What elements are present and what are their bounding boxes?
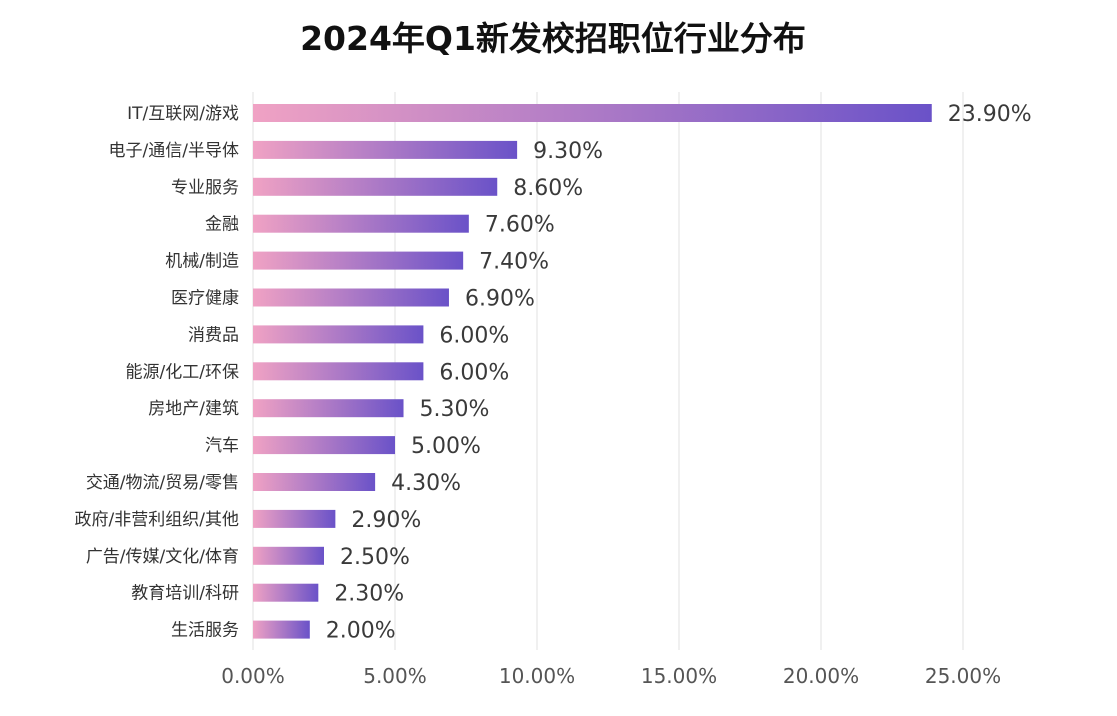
- bar: [253, 546, 324, 565]
- bar: [253, 509, 336, 528]
- category-label: 电子/通信/半导体: [109, 141, 239, 161]
- value-label: 6.90%: [465, 287, 535, 312]
- value-label: 2.90%: [351, 508, 421, 533]
- chart-title: 2024年Q1新发校招职位行业分布: [300, 19, 806, 58]
- value-label: 2.00%: [326, 619, 396, 644]
- bar: [253, 436, 395, 455]
- value-label: 2.50%: [340, 545, 410, 570]
- category-label: 医疗健康: [171, 289, 239, 309]
- bars: [253, 104, 932, 639]
- bar: [253, 399, 404, 418]
- value-label: 7.40%: [479, 250, 549, 275]
- category-label: 消费品: [188, 325, 239, 345]
- category-label: 专业服务: [171, 178, 239, 198]
- value-label: 8.60%: [513, 176, 583, 201]
- value-label: 23.90%: [948, 102, 1032, 127]
- bar: [253, 140, 518, 159]
- bar: [253, 288, 449, 307]
- category-label: 教育培训/科研: [131, 584, 239, 604]
- category-label: 生活服务: [171, 621, 239, 641]
- x-tick-label: 0.00%: [221, 664, 285, 688]
- category-label: 政府/非营利组织/其他: [75, 510, 239, 530]
- category-labels: IT/互联网/游戏电子/通信/半导体专业服务金融机械/制造医疗健康消费品能源/化…: [75, 104, 239, 641]
- category-label: 房地产/建筑: [148, 399, 239, 419]
- value-label: 9.30%: [533, 139, 603, 164]
- bar: [253, 214, 469, 233]
- bar: [253, 104, 932, 122]
- value-label: 5.30%: [420, 397, 490, 422]
- bar: [253, 251, 464, 270]
- category-label: 金融: [205, 215, 239, 235]
- x-tick-label: 15.00%: [641, 664, 717, 688]
- x-tick-label: 5.00%: [363, 664, 427, 688]
- value-label: 7.60%: [485, 213, 555, 238]
- x-axis-ticks: 0.00% 5.00% 10.00% 15.00% 20.00% 25.00%: [221, 664, 1001, 688]
- bar: [253, 583, 319, 602]
- category-label: 交通/物流/贸易/零售: [86, 473, 239, 493]
- value-label: 6.00%: [439, 323, 509, 348]
- value-label: 4.30%: [391, 471, 461, 496]
- x-tick-label: 25.00%: [925, 664, 1001, 688]
- category-label: 汽车: [205, 436, 239, 456]
- bar: [253, 177, 498, 196]
- category-label: 广告/传媒/文化/体育: [86, 547, 239, 567]
- bar: [253, 473, 376, 491]
- bar: [253, 362, 424, 381]
- bar: [253, 620, 310, 639]
- x-tick-label: 10.00%: [499, 664, 575, 688]
- value-labels: 23.90% 9.30% 8.60% 7.60% 7.40% 6.90% 6.00% 6.00…: [326, 102, 1032, 644]
- category-label: IT/互联网/游戏: [127, 104, 239, 124]
- category-label: 能源/化工/环保: [126, 362, 239, 382]
- category-label: 机械/制造: [165, 252, 239, 272]
- bar: [253, 325, 424, 344]
- value-label: 2.30%: [334, 582, 404, 607]
- value-label: 6.00%: [439, 360, 509, 385]
- value-label: 5.00%: [411, 434, 481, 459]
- x-tick-label: 20.00%: [783, 664, 859, 688]
